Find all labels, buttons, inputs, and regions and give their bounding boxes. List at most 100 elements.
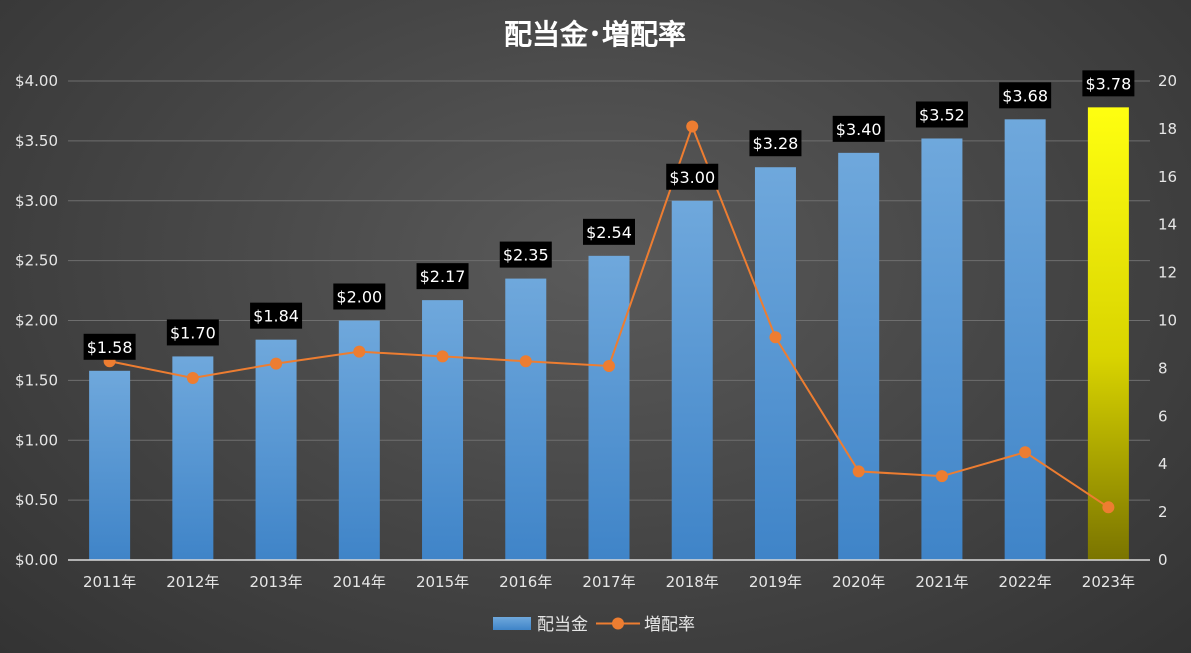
y-left-tick-label: $2.00 [15,312,58,330]
data-label-box [583,218,635,245]
x-tick-label: 2012年 [166,573,219,591]
bar [588,255,630,560]
bar [921,138,963,561]
x-tick-label: 2018年 [666,573,719,591]
x-tick-label: 2011年 [83,573,136,591]
data-label-box [999,82,1052,109]
data-label-box [333,283,386,310]
x-tick-label: 2014年 [333,573,386,591]
data-label: $3.68 [999,82,1052,109]
x-tick-label: 2022年 [999,573,1052,591]
x-tick-label: 2023年 [1082,573,1135,591]
growth-rate-point [1102,501,1115,514]
y-right-tick-label: 12 [1158,264,1177,282]
data-labels: $1.58 $1.70 $1.84 $2.00 $2.17 $2.35 $2.54 $3.00… [83,70,1135,360]
growth-rate-point [519,355,532,368]
chart-title: 配当金･増配率 [504,18,686,51]
growth-rate-point [186,371,199,384]
data-label-text: $2.54 [586,223,632,242]
y-left-tick-label: $2.50 [15,252,58,270]
y-left-tick-label: $1.00 [15,431,58,449]
data-label: $1.58 [83,333,136,360]
x-tick-label: 2021年 [915,573,968,591]
data-label-text: $3.52 [919,105,965,124]
y-left-tick-label: $4.00 [15,72,58,90]
data-label: $2.00 [333,283,386,310]
bar [838,152,880,560]
data-label-text: $2.00 [336,288,382,307]
bar [338,320,380,560]
data-label-box [250,302,303,329]
data-label: $3.52 [915,101,968,128]
x-tick-label: 2019年 [749,573,802,591]
data-label: $3.78 [1082,70,1135,97]
x-tick-label: 2013年 [249,573,302,591]
growth-rate-point [852,465,865,478]
bar [89,370,131,560]
y-right-tick-label: 0 [1158,551,1168,569]
data-label-text: $1.84 [253,307,299,326]
growth-rate-point [270,357,283,370]
data-label-text: $1.70 [170,323,216,342]
data-label-text: $3.68 [1002,86,1048,105]
bar [505,278,547,560]
data-label: $3.28 [749,130,802,157]
data-label-text: $3.40 [836,120,882,139]
legend: 配当金 増配率 [493,615,695,635]
data-label-box [832,115,885,142]
data-label-text: $1.58 [87,338,133,357]
y-right-tick-label: 14 [1158,216,1177,234]
data-label-text: $3.00 [669,168,715,187]
data-label-text: $2.17 [420,267,466,286]
y-left-tick-label: $3.00 [15,192,58,210]
data-label-box [166,319,219,346]
y-right-tick-label: 6 [1158,407,1168,425]
data-label-box [499,241,552,268]
bar [422,300,464,560]
y-left-tick-label: $1.50 [15,371,58,389]
y-left-tick-label: $0.50 [15,491,58,509]
x-tick-label: 2015年 [416,573,469,591]
data-label-box [1082,70,1135,97]
y-right-tick-label: 18 [1158,120,1177,138]
x-tick-label: 2016年 [499,573,552,591]
data-label-box [416,263,469,290]
bar [754,167,796,560]
y-right-tick-label: 20 [1158,72,1177,90]
x-tick-label: 2020年 [832,573,885,591]
legend-label-dividend: 配当金 [537,615,588,635]
growth-rate-point [1019,446,1032,459]
growth-rate-point [769,331,782,344]
y-right-tick-label: 4 [1158,455,1168,473]
legend-swatch-bar [493,617,531,630]
growth-rate-point [436,350,449,363]
data-label-box [83,333,136,360]
bar-series [89,107,1129,561]
growth-rate-point [686,120,699,133]
bar-highlighted [1087,107,1129,560]
growth-rate-point [935,470,948,483]
y-right-tick-label: 8 [1158,359,1168,377]
legend-swatch-marker [612,617,624,630]
data-label: $2.17 [416,263,469,290]
data-label-text: $3.78 [1085,74,1131,93]
growth-rate-point [353,345,366,358]
data-label: $2.35 [499,241,552,268]
y-right-tick-label: 2 [1158,503,1168,521]
y-left-tick-label: $0.00 [15,551,58,569]
data-label: $1.70 [166,319,219,346]
x-tick-label: 2017年 [582,573,635,591]
data-label-box [915,101,968,128]
bar [671,200,713,560]
data-label-box [749,130,802,157]
data-label-box [666,163,719,190]
y-right-tick-label: 10 [1158,312,1177,330]
bar [1004,119,1046,560]
growth-rate-point [603,360,615,373]
data-label: $3.00 [666,163,719,190]
data-label: $2.54 [583,218,635,245]
bar [172,356,214,560]
y-left-tick-label: $3.50 [15,132,58,150]
